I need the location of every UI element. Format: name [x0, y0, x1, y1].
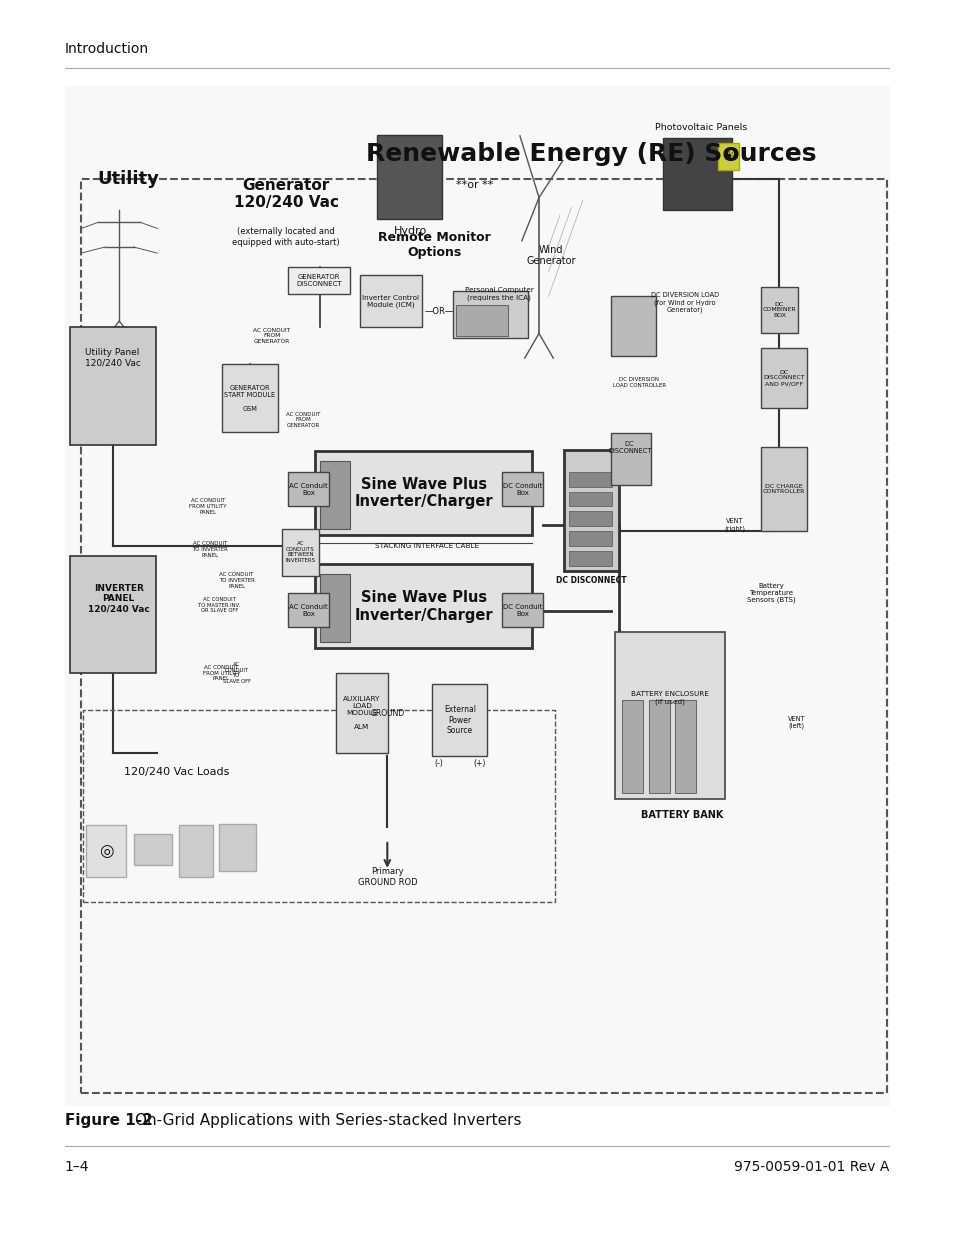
FancyBboxPatch shape	[222, 364, 277, 432]
Text: (externally located and
equipped with auto-start): (externally located and equipped with au…	[233, 227, 339, 247]
FancyBboxPatch shape	[610, 433, 650, 485]
Text: (-): (-)	[434, 758, 443, 768]
Text: AC
CONDUITS
BETWEEN
INVERTERS: AC CONDUITS BETWEEN INVERTERS	[285, 541, 315, 563]
Text: ◎: ◎	[98, 842, 113, 860]
FancyBboxPatch shape	[314, 564, 532, 648]
FancyBboxPatch shape	[568, 551, 612, 566]
Text: AC
CONDUIT
TO
SLAVE OFF: AC CONDUIT TO SLAVE OFF	[222, 662, 251, 684]
Text: Remote Monitor
Options: Remote Monitor Options	[377, 231, 490, 258]
Text: 120/240 Vac Loads: 120/240 Vac Loads	[124, 767, 229, 777]
FancyBboxPatch shape	[319, 574, 350, 642]
Text: AUXILIARY
LOAD
MODULE

ALM: AUXILIARY LOAD MODULE ALM	[343, 697, 380, 730]
FancyBboxPatch shape	[760, 348, 806, 408]
Text: Sine Wave Plus
Inverter/Charger: Sine Wave Plus Inverter/Charger	[354, 590, 493, 622]
Text: VENT
(right): VENT (right)	[723, 519, 744, 531]
Text: DC DIVERSION LOAD
(for Wind or Hydro
Generator): DC DIVERSION LOAD (for Wind or Hydro Gen…	[650, 291, 719, 314]
FancyBboxPatch shape	[288, 267, 350, 294]
Text: DC Conduit
Box: DC Conduit Box	[502, 483, 541, 495]
Text: Personal Computer
(requires the ICA): Personal Computer (requires the ICA)	[464, 288, 533, 300]
Text: AC Conduit
Box: AC Conduit Box	[289, 604, 328, 616]
FancyBboxPatch shape	[610, 296, 656, 356]
Text: 975-0059-01-01 Rev A: 975-0059-01-01 Rev A	[733, 1160, 888, 1174]
FancyBboxPatch shape	[288, 593, 329, 627]
Text: 1–4: 1–4	[65, 1160, 90, 1174]
FancyBboxPatch shape	[359, 275, 421, 327]
Text: Inverter Control
Module (ICM): Inverter Control Module (ICM)	[362, 295, 418, 308]
Text: —OR—: —OR—	[424, 306, 453, 316]
Text: AC CONDUIT
FROM UTILITY
PANEL: AC CONDUIT FROM UTILITY PANEL	[202, 664, 240, 682]
Text: DC
DISCONNECT
AND PV/OFF: DC DISCONNECT AND PV/OFF	[762, 369, 804, 387]
FancyBboxPatch shape	[501, 593, 542, 627]
Text: DC
COMBINER
BOX: DC COMBINER BOX	[761, 301, 796, 319]
Text: AC CONDUIT
FROM
GENERATOR: AC CONDUIT FROM GENERATOR	[286, 411, 320, 429]
FancyBboxPatch shape	[288, 472, 329, 506]
FancyBboxPatch shape	[662, 138, 731, 210]
Text: Sine Wave Plus
Inverter/Charger: Sine Wave Plus Inverter/Charger	[354, 477, 493, 509]
FancyBboxPatch shape	[179, 825, 213, 877]
Text: AC CONDUIT
FROM UTILITY
PANEL: AC CONDUIT FROM UTILITY PANEL	[189, 498, 227, 515]
Text: ☀: ☀	[721, 149, 735, 164]
Text: BATTERY ENCLOSURE
(if used): BATTERY ENCLOSURE (if used)	[630, 692, 708, 704]
Text: Primary
GROUND ROD: Primary GROUND ROD	[357, 867, 416, 887]
FancyBboxPatch shape	[432, 684, 487, 756]
FancyBboxPatch shape	[319, 461, 350, 529]
Text: Generator
120/240 Vac: Generator 120/240 Vac	[233, 178, 338, 210]
FancyBboxPatch shape	[65, 86, 888, 1105]
FancyBboxPatch shape	[760, 447, 806, 531]
Text: AC CONDUIT
TO INVERTER
PANEL: AC CONDUIT TO INVERTER PANEL	[192, 541, 228, 558]
FancyBboxPatch shape	[501, 472, 542, 506]
Text: Introduction: Introduction	[65, 42, 149, 56]
FancyBboxPatch shape	[568, 511, 612, 526]
Text: DC DISCONNECT: DC DISCONNECT	[556, 576, 626, 585]
FancyBboxPatch shape	[648, 700, 669, 793]
FancyBboxPatch shape	[568, 472, 612, 487]
Text: DC DIVERSION
LOAD CONTROLLER: DC DIVERSION LOAD CONTROLLER	[612, 378, 665, 388]
Text: VENT
(left): VENT (left)	[787, 716, 804, 729]
Text: AC CONDUIT
TO INVERTER
PANEL: AC CONDUIT TO INVERTER PANEL	[218, 572, 254, 589]
FancyBboxPatch shape	[70, 327, 155, 445]
FancyBboxPatch shape	[675, 700, 696, 793]
FancyBboxPatch shape	[219, 824, 255, 871]
Text: External
Power
Source: External Power Source	[443, 705, 476, 735]
FancyBboxPatch shape	[563, 450, 618, 571]
Text: Renewable Energy (RE) Sources: Renewable Energy (RE) Sources	[366, 142, 816, 167]
FancyBboxPatch shape	[70, 556, 155, 673]
Text: **or **: **or **	[456, 180, 494, 190]
Text: Utility Panel
120/240 Vac: Utility Panel 120/240 Vac	[85, 348, 140, 368]
FancyBboxPatch shape	[568, 492, 612, 506]
Text: Photovoltaic Panels: Photovoltaic Panels	[655, 122, 746, 132]
Text: Hydro: Hydro	[394, 226, 426, 236]
FancyBboxPatch shape	[376, 135, 441, 219]
Text: INVERTER
PANEL
120/240 Vac: INVERTER PANEL 120/240 Vac	[88, 584, 150, 614]
Text: GENERATOR
START MODULE

GSM: GENERATOR START MODULE GSM	[224, 385, 275, 411]
Text: AC CONDUIT
FROM
GENERATOR: AC CONDUIT FROM GENERATOR	[253, 327, 290, 345]
Text: AC CONDUIT
TO MASTER INV.
OR SLAVE OFF: AC CONDUIT TO MASTER INV. OR SLAVE OFF	[198, 597, 240, 614]
Text: DC Conduit
Box: DC Conduit Box	[502, 604, 541, 616]
Text: Battery
Temperature
Sensors (BTS): Battery Temperature Sensors (BTS)	[746, 583, 794, 603]
Text: AC Conduit
Box: AC Conduit Box	[289, 483, 328, 495]
Text: On-Grid Applications with Series-stacked Inverters: On-Grid Applications with Series-stacked…	[134, 1113, 520, 1128]
Text: Wind
Generator: Wind Generator	[526, 245, 576, 267]
FancyBboxPatch shape	[621, 700, 642, 793]
FancyBboxPatch shape	[133, 834, 172, 864]
FancyBboxPatch shape	[718, 143, 739, 170]
Text: Figure 1-2: Figure 1-2	[65, 1113, 152, 1128]
FancyBboxPatch shape	[615, 632, 724, 799]
Text: BATTERY BANK: BATTERY BANK	[640, 810, 722, 820]
FancyBboxPatch shape	[314, 451, 532, 535]
FancyBboxPatch shape	[335, 673, 388, 753]
FancyBboxPatch shape	[568, 531, 612, 546]
FancyBboxPatch shape	[760, 287, 797, 333]
Text: (+): (+)	[474, 758, 485, 768]
Text: GENERATOR
DISCONNECT: GENERATOR DISCONNECT	[296, 274, 341, 287]
Text: GROUND: GROUND	[370, 709, 404, 719]
Text: Utility: Utility	[98, 170, 159, 188]
Text: DC CHARGE
CONTROLLER: DC CHARGE CONTROLLER	[762, 484, 804, 494]
Text: DC
DISCONNECT: DC DISCONNECT	[607, 441, 651, 453]
FancyBboxPatch shape	[282, 529, 318, 576]
FancyBboxPatch shape	[86, 825, 126, 877]
Text: STACKING INTERFACE CABLE: STACKING INTERFACE CABLE	[375, 543, 479, 548]
FancyBboxPatch shape	[453, 291, 527, 338]
FancyBboxPatch shape	[456, 305, 508, 336]
